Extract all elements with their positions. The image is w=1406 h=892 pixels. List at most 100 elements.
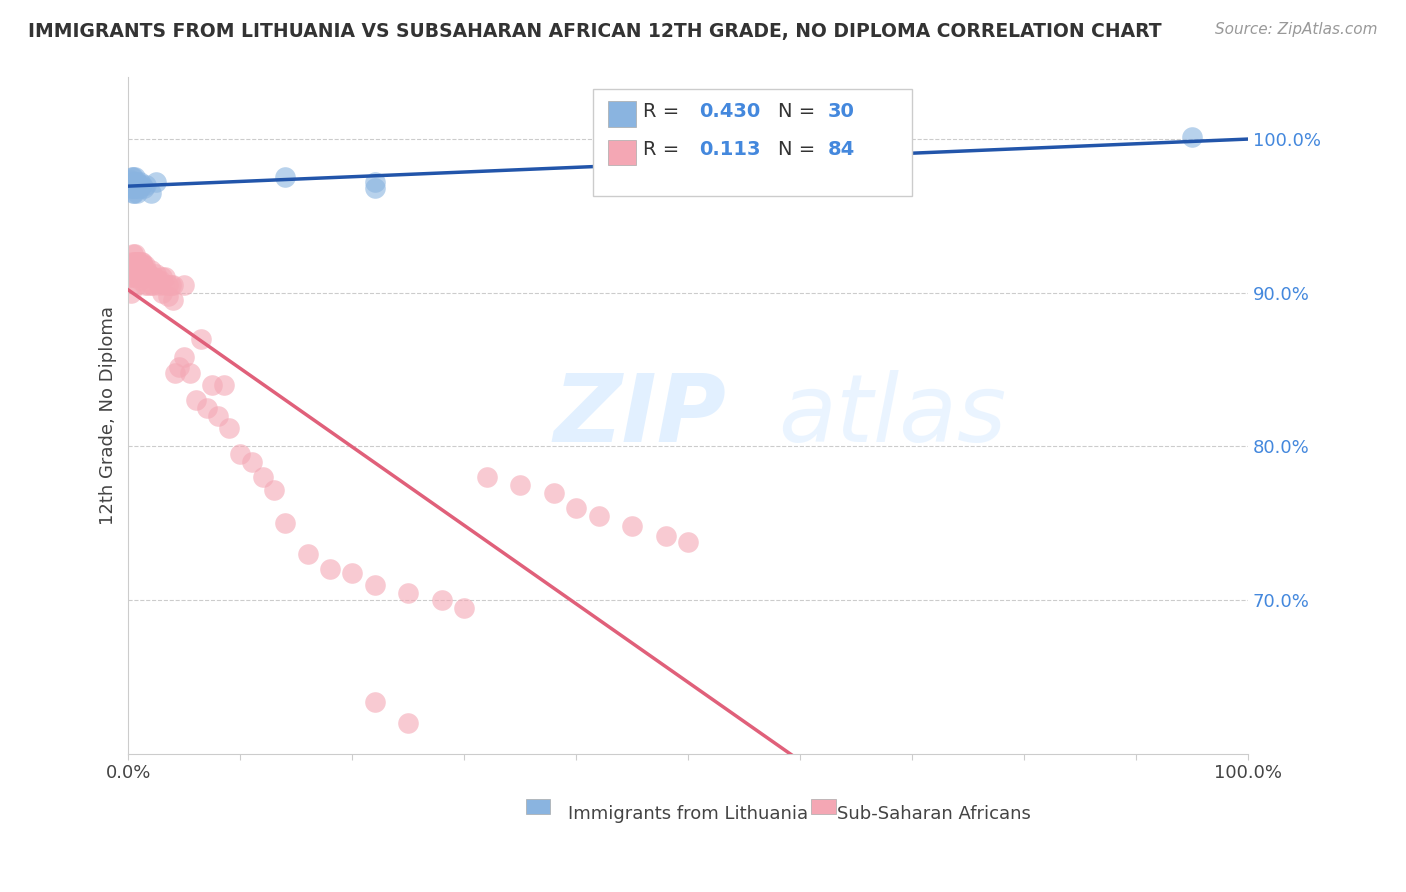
Text: ZIP: ZIP (554, 369, 727, 462)
Point (124, 262, 146, 277)
Point (453, 601, 475, 615)
Point (148, 278, 170, 293)
Point (190, 332, 212, 346)
Point (118, 178, 141, 192)
Point (475, 470, 498, 484)
Point (676, 534, 699, 549)
Point (124, 170, 146, 185)
Point (128, 255, 150, 269)
Point (120, 173, 142, 187)
Point (430, 593, 453, 607)
Point (274, 516, 297, 531)
Point (145, 175, 167, 189)
Point (396, 585, 419, 599)
Text: 84: 84 (828, 140, 855, 160)
Point (131, 270, 153, 285)
FancyBboxPatch shape (607, 140, 636, 165)
Point (121, 181, 143, 195)
Point (218, 421, 240, 435)
Point (565, 500, 588, 515)
Point (125, 278, 148, 293)
Point (132, 267, 155, 281)
Point (127, 255, 149, 269)
Point (212, 378, 235, 392)
Text: 30: 30 (828, 103, 855, 121)
Point (165, 366, 187, 380)
Point (135, 262, 157, 277)
Text: N =: N = (778, 140, 821, 160)
Point (120, 181, 142, 195)
Point (121, 255, 143, 269)
Point (145, 267, 167, 281)
Y-axis label: 12th Grade, No Diploma: 12th Grade, No Diploma (100, 306, 117, 525)
Point (134, 270, 156, 285)
Point (132, 258, 155, 272)
Point (184, 393, 207, 408)
Point (201, 378, 224, 392)
Point (121, 170, 143, 185)
Point (364, 578, 387, 592)
Point (136, 278, 159, 293)
Text: Immigrants from Lithuania: Immigrants from Lithuania (568, 805, 808, 822)
Point (655, 528, 678, 542)
Point (621, 519, 644, 533)
Point (153, 278, 176, 293)
Point (128, 258, 150, 272)
Point (125, 262, 148, 277)
Point (118, 270, 141, 285)
Point (127, 186, 149, 200)
Point (142, 278, 165, 293)
Point (128, 178, 150, 192)
Point (122, 175, 145, 189)
Point (134, 181, 156, 195)
Point (125, 181, 148, 195)
Point (134, 278, 156, 293)
Point (128, 175, 150, 189)
Point (128, 267, 150, 281)
Point (162, 278, 184, 293)
Point (121, 175, 143, 189)
Point (274, 170, 297, 185)
Point (122, 255, 145, 269)
Point (364, 175, 387, 189)
Point (297, 547, 319, 561)
Text: 0.113: 0.113 (699, 140, 761, 160)
Point (150, 285, 173, 300)
Point (121, 262, 143, 277)
Point (364, 695, 387, 709)
Point (150, 270, 173, 285)
Point (319, 562, 342, 576)
Point (122, 186, 145, 200)
Point (342, 566, 364, 580)
Point (122, 270, 145, 285)
Point (139, 186, 162, 200)
Point (155, 270, 177, 285)
Point (135, 178, 157, 192)
Point (120, 285, 142, 300)
Text: R =: R = (644, 103, 686, 121)
Point (124, 181, 146, 195)
Point (131, 178, 153, 192)
Text: atlas: atlas (778, 370, 1005, 461)
Point (129, 267, 152, 281)
Point (509, 478, 531, 492)
FancyBboxPatch shape (526, 798, 551, 814)
Point (156, 289, 179, 303)
FancyBboxPatch shape (811, 798, 837, 814)
Point (263, 483, 285, 497)
Point (135, 270, 157, 285)
Point (240, 455, 263, 469)
Text: IMMIGRANTS FROM LITHUANIA VS SUBSAHARAN AFRICAN 12TH GRADE, NO DIPLOMA CORRELATI: IMMIGRANTS FROM LITHUANIA VS SUBSAHARAN … (28, 22, 1161, 41)
Text: N =: N = (778, 103, 821, 121)
Point (396, 716, 419, 731)
Point (173, 351, 195, 365)
Point (149, 273, 172, 287)
Point (195, 401, 218, 415)
Point (588, 508, 610, 523)
Point (143, 270, 166, 285)
Point (127, 270, 149, 285)
Point (364, 181, 387, 195)
Point (125, 255, 148, 269)
Point (543, 485, 565, 500)
Text: Source: ZipAtlas.com: Source: ZipAtlas.com (1215, 22, 1378, 37)
